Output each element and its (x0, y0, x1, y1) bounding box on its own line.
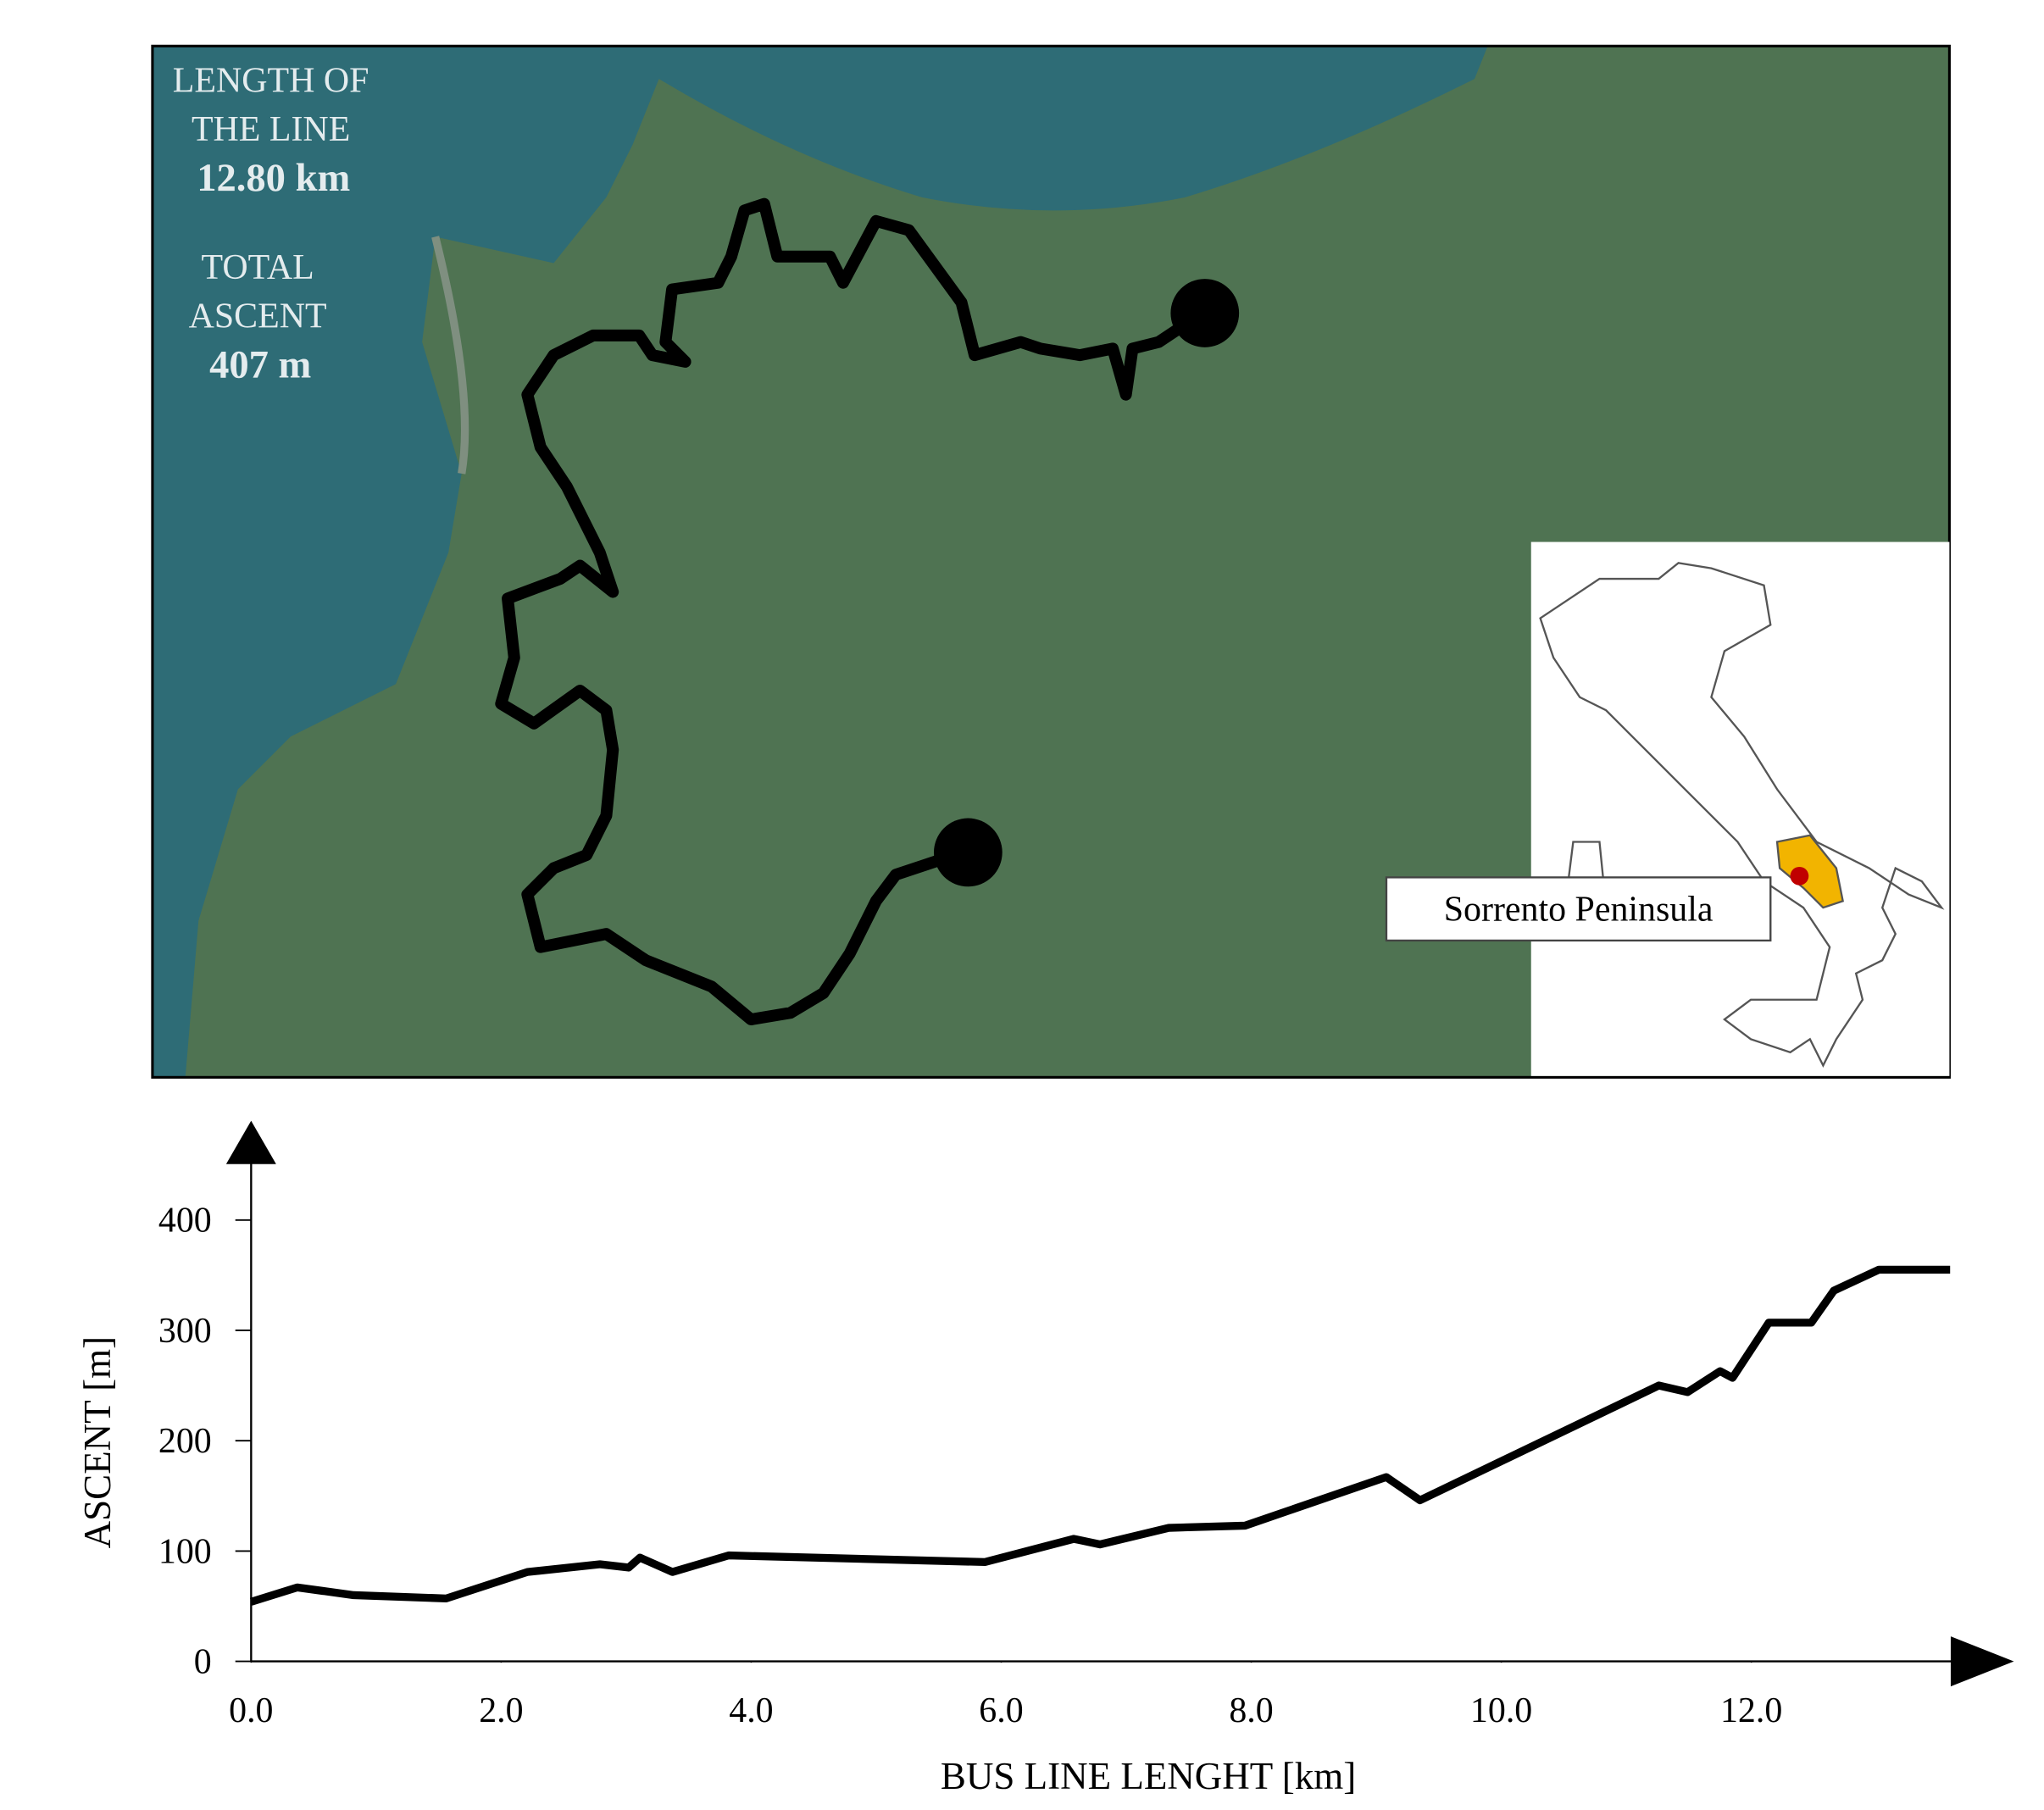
bus-route (495, 197, 1202, 1026)
y-axis-title: ASCENT [m] (76, 1336, 119, 1548)
line-chart: 0 100 200 300 400 0.0 2.0 4.0 6.0 8.0 10.0 12.0 BUS … (76, 1120, 2014, 1797)
x-tick-label: 6.0 (979, 1691, 1023, 1730)
length-value: 12.80 km (197, 157, 350, 200)
map-frame (151, 44, 1951, 1079)
coast (431, 236, 469, 475)
y-tick-label: 300 (158, 1312, 212, 1351)
sea (152, 46, 1488, 1078)
y-tick-label: 400 (158, 1202, 212, 1241)
inset-label: Sorrento Peninsula (1444, 891, 1714, 930)
route-end (1170, 279, 1240, 347)
campania (1775, 834, 1844, 909)
y-tick-label: 0 (194, 1643, 212, 1682)
x-tick-label: 2.0 (479, 1691, 523, 1730)
x-tick-label: 12.0 (1720, 1691, 1782, 1730)
x-tick-label: 0.0 (229, 1691, 273, 1730)
y-tick-label: 100 (158, 1532, 212, 1571)
inset-label-box (1385, 876, 1772, 942)
x-axis-arrow (1950, 1636, 2014, 1687)
x-tick-label: 10.0 (1470, 1691, 1532, 1730)
ascent-line (249, 1265, 1951, 1606)
y-tick-label: 200 (158, 1422, 212, 1461)
map: LENGTH OF THE LINE 12.80 km TOTAL ASCENT 4… (151, 44, 1951, 1079)
italy (1539, 562, 1945, 1068)
route-start (933, 818, 1003, 887)
ascent-label: TOTAL ASCENT (189, 248, 327, 336)
inset-map: Sorrento Peninsula (1385, 541, 1950, 1076)
y-axis-arrow (225, 1120, 276, 1164)
length-label: LENGTH OF THE LINE (173, 62, 369, 149)
ascent-value: 407 m (209, 344, 311, 387)
sorrento-dot (1790, 866, 1809, 886)
x-axis-title: BUS LINE LENGHT [km] (941, 1755, 1356, 1797)
x-tick-label: 4.0 (729, 1691, 773, 1730)
x-tick-label: 8.0 (1229, 1691, 1273, 1730)
